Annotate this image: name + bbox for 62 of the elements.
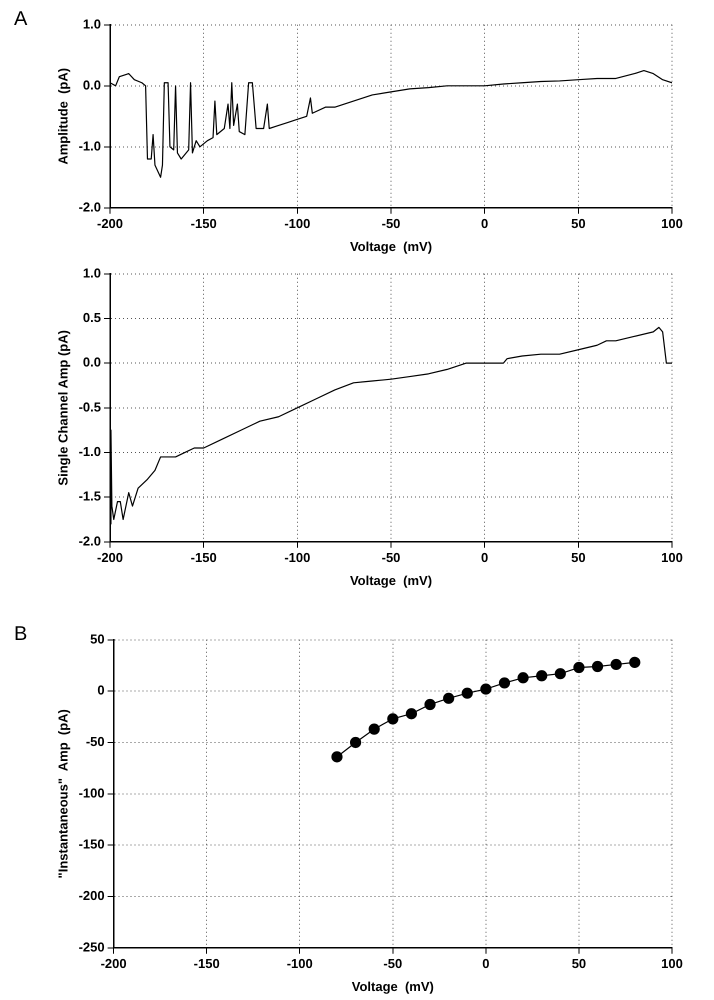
point <box>480 683 492 695</box>
x-tick-label: -50 <box>382 216 400 232</box>
y-tick-label: -2.0 <box>78 199 101 214</box>
y-axis-title: Amplitude (pA) <box>55 68 70 165</box>
text: A <box>14 8 28 31</box>
point <box>610 658 622 670</box>
y-tick-label: -0.5 <box>78 399 101 414</box>
x-tick-label: 0 <box>481 216 488 232</box>
point <box>424 698 436 710</box>
point <box>368 724 380 735</box>
y-axis-title: "Instantaneous" Amp (pA) <box>55 709 70 878</box>
point <box>554 668 566 680</box>
x-tick-label: -150 <box>190 550 217 566</box>
x-tick-label: -100 <box>286 956 313 972</box>
y-tick-label: 0.0 <box>82 77 101 92</box>
y-tick-label: -100 <box>78 785 105 800</box>
y-axis-title: Single Channel Amp (pA) <box>55 330 70 486</box>
y-tick-label: -1.0 <box>78 444 101 460</box>
x-tick-label: 0 <box>481 550 488 566</box>
point <box>498 677 510 689</box>
x-axis-title: Voltage (mV) <box>350 572 432 588</box>
y-tick-label: 0.5 <box>82 310 101 326</box>
x-tick-label: 50 <box>571 216 586 232</box>
y-tick-label: -150 <box>78 836 105 852</box>
point <box>331 751 343 762</box>
point <box>406 708 418 720</box>
point <box>573 662 585 674</box>
y-tick-label: 1.0 <box>82 265 101 280</box>
text: B <box>14 623 28 646</box>
x-tick-label: -150 <box>190 216 217 232</box>
point <box>350 736 362 748</box>
x-axis-title: Voltage (mV) <box>350 238 432 254</box>
y-tick-label: -1.5 <box>78 488 101 504</box>
y-tick-label: 0 <box>97 682 105 698</box>
y-tick-label: -200 <box>78 888 105 904</box>
point <box>462 688 473 699</box>
y-tick-label: -2.0 <box>78 533 101 548</box>
x-tick-label: 50 <box>572 956 586 972</box>
x-tick-label: -200 <box>100 956 127 972</box>
x-tick-label: 50 <box>571 550 586 566</box>
point <box>592 660 604 672</box>
x-tick-label: 100 <box>661 550 683 566</box>
y-tick-label: -250 <box>78 939 105 954</box>
point <box>518 672 529 684</box>
x-tick-label: -150 <box>194 956 220 972</box>
y-tick-label: 50 <box>90 631 105 646</box>
point <box>536 670 548 682</box>
y-tick-label: -50 <box>86 734 105 750</box>
x-tick-label: -50 <box>383 956 402 972</box>
y-tick-label: -1.0 <box>78 138 101 154</box>
point <box>387 713 398 724</box>
y-tick-label: 1.0 <box>82 16 101 32</box>
point <box>443 692 454 704</box>
x-tick-label: 0 <box>482 956 490 972</box>
x-tick-label: -50 <box>382 550 400 566</box>
y-tick-label: 0.0 <box>82 354 101 370</box>
point <box>629 656 640 668</box>
x-tick-label: -100 <box>284 550 310 566</box>
x-axis-title: Voltage (mV) <box>352 978 434 994</box>
x-tick-label: 100 <box>661 216 683 232</box>
x-tick-label: 100 <box>661 956 683 972</box>
x-tick-label: -100 <box>284 216 310 232</box>
